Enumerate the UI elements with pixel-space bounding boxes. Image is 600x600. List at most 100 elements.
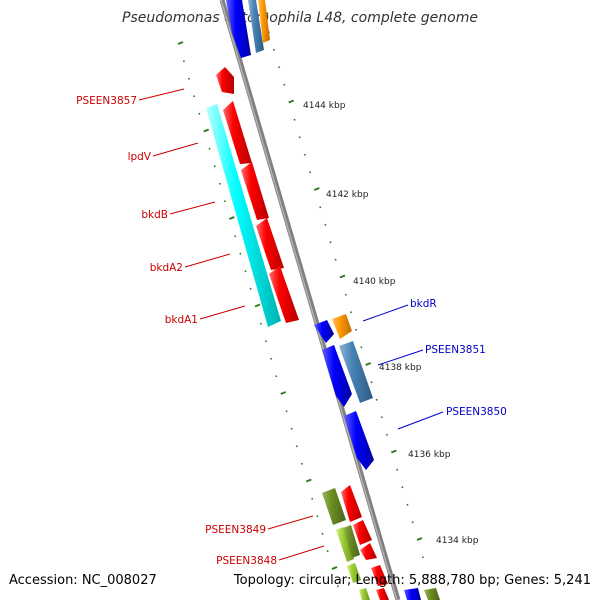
- forward-strand-genes: [226, 0, 440, 600]
- minor-tick: [295, 445, 298, 448]
- minor-tick: [273, 48, 276, 51]
- scale-label: 4138 kbp: [379, 363, 422, 373]
- leader-PSEEN3857: [138, 88, 185, 101]
- gene-PSEEN3848-b[interactable]: [353, 520, 372, 545]
- gene-label-PSEEN3848[interactable]: PSEEN3848: [216, 555, 277, 567]
- minor-tick: [375, 398, 378, 401]
- minor-tick: [334, 258, 337, 261]
- gene-PSEEN3848[interactable]: [343, 525, 360, 558]
- minor-tick: [208, 147, 211, 150]
- gene-edge-bottom-lime[interactable]: [359, 588, 370, 600]
- major-tick: [203, 128, 210, 133]
- gene-label-bkdA1[interactable]: bkdA1: [165, 314, 198, 326]
- inner-ticks: [177, 41, 339, 588]
- minor-tick: [321, 532, 324, 535]
- minor-tick: [329, 241, 332, 244]
- major-tick: [331, 566, 338, 570]
- minor-tick: [396, 468, 399, 471]
- gene-label-bkdR[interactable]: bkdR: [410, 298, 437, 310]
- gene-top-steel[interactable]: [248, 0, 264, 53]
- gene-PSEEN3851-blue[interactable]: [322, 345, 352, 407]
- major-tick: [228, 216, 235, 220]
- minor-tick: [193, 95, 196, 98]
- major-tick: [390, 449, 397, 454]
- major-tick: [339, 274, 346, 279]
- gene-PSEEN3850[interactable]: [344, 411, 374, 470]
- label-leaders: [138, 88, 444, 561]
- gene-PSEEN3848-c[interactable]: [360, 543, 377, 560]
- leader-PSEEN3848: [278, 545, 325, 561]
- major-tick: [365, 362, 372, 366]
- gene-label-PSEEN3851[interactable]: PSEEN3851: [425, 344, 486, 356]
- minor-tick: [285, 410, 288, 413]
- genome-backbone-highlight: [220, 0, 398, 600]
- major-tick: [280, 391, 287, 395]
- gene-label-PSEEN3849[interactable]: PSEEN3849: [205, 524, 266, 536]
- minor-tick: [344, 293, 347, 296]
- minor-tick: [300, 462, 303, 465]
- gene-PSEEN3848-a[interactable]: [336, 527, 354, 562]
- minor-tick: [326, 550, 329, 553]
- gene-bkdB[interactable]: [223, 101, 252, 164]
- gene-label-bkdB[interactable]: bkdB: [141, 209, 168, 221]
- scale-label: 4144 kbp: [303, 101, 346, 111]
- minor-tick: [360, 346, 363, 349]
- minor-tick: [278, 66, 281, 69]
- gene-bkdR-blue[interactable]: [314, 320, 334, 343]
- gene-label-PSEEN3850[interactable]: PSEEN3850: [446, 406, 507, 418]
- scale-label: 4142 kbp: [326, 190, 369, 200]
- minor-tick: [350, 311, 353, 314]
- gene-edge-bottom-green[interactable]: [424, 588, 440, 600]
- minor-tick: [427, 573, 430, 576]
- major-tick: [288, 99, 295, 104]
- minor-tick: [198, 112, 201, 115]
- scale-label: 4140 kbp: [353, 277, 396, 287]
- gene-edge-red[interactable]: [371, 565, 388, 586]
- minor-tick: [239, 252, 242, 255]
- minor-tick: [411, 521, 414, 524]
- gene-label-PSEEN3857[interactable]: PSEEN3857: [76, 95, 137, 107]
- gene-bkdR[interactable]: [332, 314, 352, 339]
- minor-tick: [355, 328, 358, 331]
- gene-PSEEN3857[interactable]: [216, 67, 234, 94]
- gene-label-lpdV[interactable]: lpdV: [128, 151, 152, 163]
- minor-tick: [234, 235, 237, 238]
- gene-label-bkdA2[interactable]: bkdA2: [150, 262, 183, 274]
- gene-PSEEN3848-d[interactable]: [347, 563, 361, 583]
- minor-tick: [421, 556, 424, 559]
- minor-tick: [283, 83, 286, 86]
- leader-PSEEN3851: [377, 349, 424, 366]
- major-tick: [305, 478, 312, 483]
- minor-tick: [308, 171, 311, 174]
- minor-tick: [223, 200, 226, 203]
- minor-tick: [303, 153, 306, 156]
- outer-ticks: [262, 12, 435, 594]
- minor-tick: [259, 322, 262, 325]
- gene-lpdV[interactable]: [206, 104, 281, 327]
- minor-tick: [290, 427, 293, 430]
- gene-PSEEN3849[interactable]: [322, 488, 346, 525]
- gene-PSEEN3851[interactable]: [339, 341, 373, 403]
- gene-bkdA2[interactable]: [241, 162, 269, 220]
- minor-tick: [293, 118, 296, 121]
- gene-edge-bottom-red[interactable]: [376, 588, 389, 600]
- minor-tick: [336, 585, 339, 588]
- gene-bkdA1-a[interactable]: [256, 218, 284, 270]
- minor-tick: [182, 60, 185, 63]
- major-tick: [254, 303, 261, 308]
- minor-tick: [249, 287, 252, 290]
- major-tick: [313, 187, 320, 191]
- minor-tick: [370, 381, 373, 384]
- gene-PSEEN3849-b[interactable]: [341, 485, 362, 522]
- minor-tick: [213, 165, 216, 168]
- leader-PSEEN3849: [267, 515, 314, 530]
- gene-top-blue[interactable]: [226, 0, 251, 58]
- leader-PSEEN3850: [397, 411, 444, 430]
- gene-edge-bottom-blue[interactable]: [404, 588, 421, 600]
- gene-bkdA1[interactable]: [269, 266, 299, 323]
- minor-tick: [265, 340, 268, 343]
- major-tick: [177, 41, 184, 45]
- major-tick: [416, 537, 423, 541]
- gene-top-orange[interactable]: [258, 0, 270, 43]
